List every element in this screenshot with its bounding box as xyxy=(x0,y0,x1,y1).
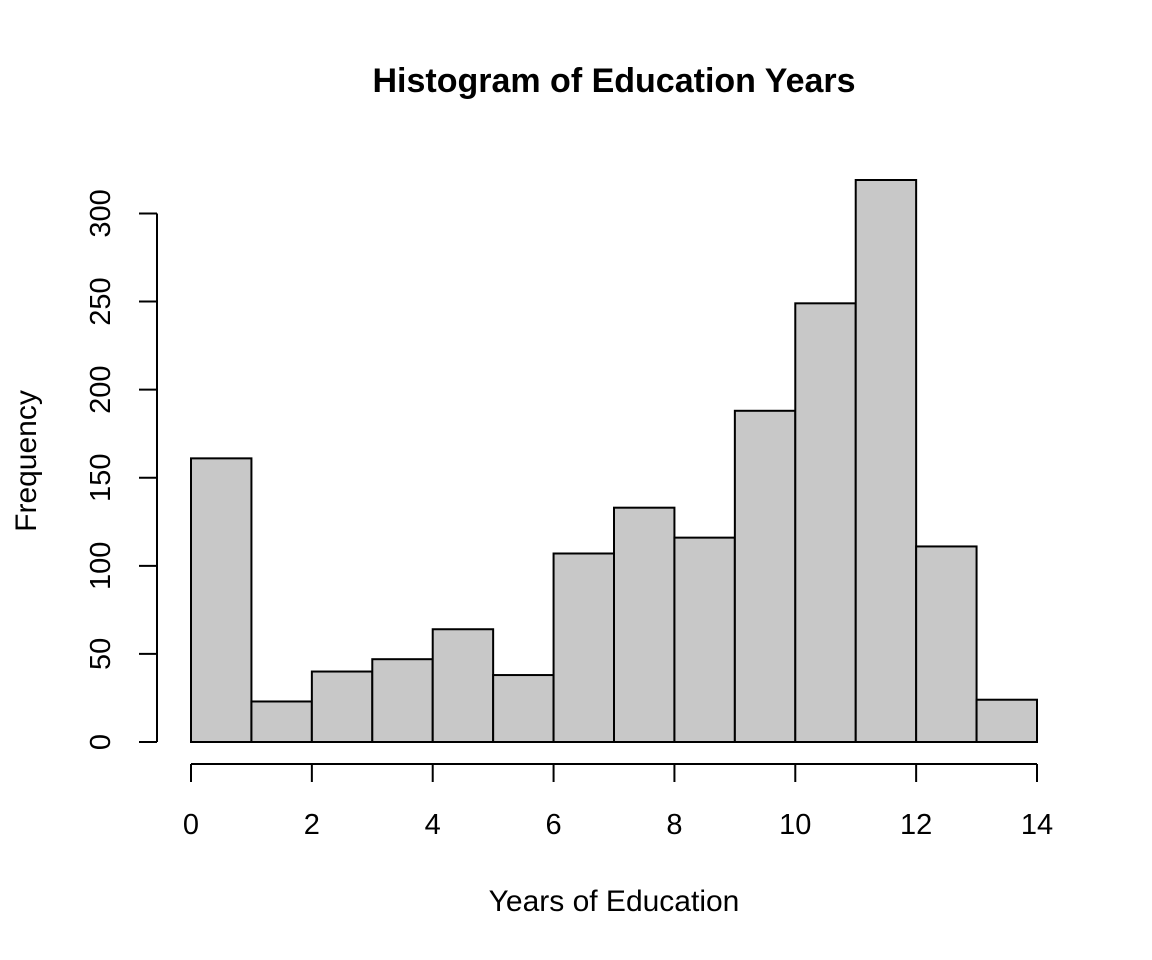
histogram-bar-12-13 xyxy=(915,545,978,743)
histogram-bar-3-4 xyxy=(371,658,434,744)
histogram-bar-11-12 xyxy=(854,179,918,743)
histogram-bar-1-2 xyxy=(250,700,313,743)
x-axis-title: Years of Education xyxy=(489,885,740,918)
x-tick-label: 4 xyxy=(425,809,441,841)
histogram-bars xyxy=(190,179,1038,744)
x-tick-label: 8 xyxy=(666,809,682,841)
y-tick-label: 250 xyxy=(85,277,117,325)
histogram-bar-10-11 xyxy=(794,302,857,743)
histogram-bar-0-1 xyxy=(190,457,253,743)
y-tick-label: 300 xyxy=(85,189,117,237)
histogram-bar-7-8 xyxy=(613,506,676,743)
x-tick-label: 12 xyxy=(900,809,932,841)
y-axis: 0 50 100 150 200 250 300 xyxy=(85,189,158,750)
histogram-bar-4-5 xyxy=(431,628,495,743)
x-tick-label: 10 xyxy=(779,809,811,841)
histogram-bar-13-14 xyxy=(975,698,1038,744)
x-tick-label: 6 xyxy=(546,809,562,841)
x-tick-label: 14 xyxy=(1021,809,1053,841)
x-axis: 0 2 4 6 8 10 12 14 xyxy=(183,763,1053,841)
y-tick-label: 200 xyxy=(85,365,117,413)
y-tick-label: 0 xyxy=(85,734,117,750)
histogram-bar-5-6 xyxy=(492,674,555,743)
histogram-bar-8-9 xyxy=(673,536,736,743)
y-tick-label: 100 xyxy=(85,542,117,590)
histogram-bar-9-10 xyxy=(733,409,797,743)
y-tick-label: 150 xyxy=(85,454,117,502)
chart-title: Histogram of Education Years xyxy=(372,62,855,100)
histogram-bar-2-3 xyxy=(310,670,374,744)
y-tick-label: 50 xyxy=(85,638,117,670)
y-axis-title: Frequency xyxy=(10,390,43,532)
x-tick-label: 2 xyxy=(304,809,320,841)
x-tick-label: 0 xyxy=(183,809,199,841)
histogram-bar-6-7 xyxy=(552,552,615,744)
